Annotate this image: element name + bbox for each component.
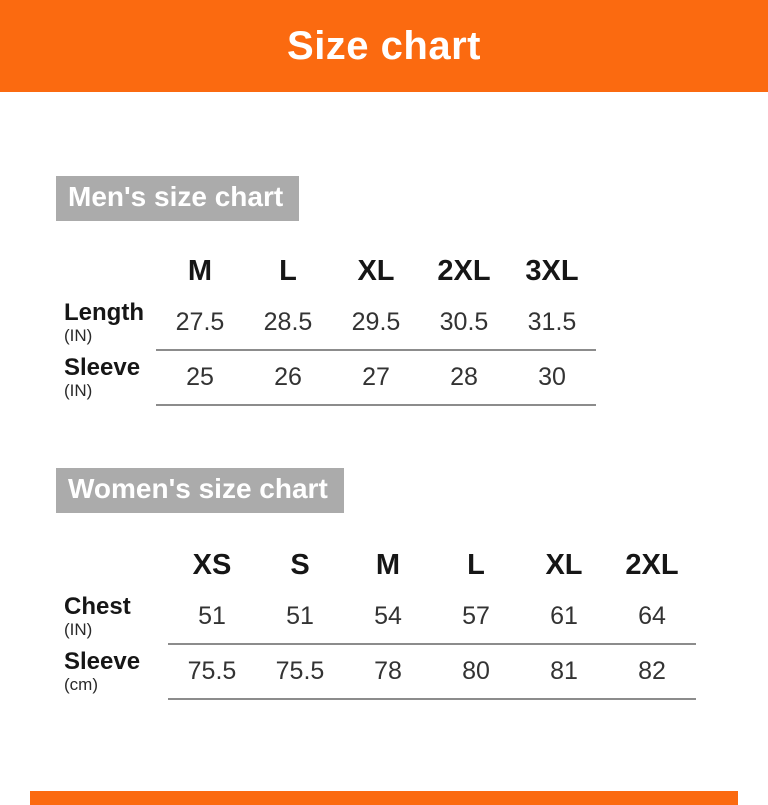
size-value: 61: [520, 589, 608, 646]
size-value: 75.5: [256, 644, 344, 701]
size-value: 31.5: [508, 295, 596, 352]
size-value: 64: [608, 589, 696, 646]
size-value: 51: [256, 589, 344, 646]
measurement-unit: (cm): [64, 675, 98, 695]
size-value: 30.5: [420, 295, 508, 352]
womens-section-heading: Women's size chart: [56, 468, 344, 514]
measurement-unit: (IN): [64, 380, 93, 400]
row-label-cell: Chest (IN): [56, 589, 168, 644]
bottom-accent-bar: [30, 791, 738, 805]
size-value: 25: [156, 350, 244, 407]
size-column-header: XL: [357, 254, 395, 287]
measurement-row: Sleeve (cm) 75.5 75.5 78 80 81 82: [56, 644, 696, 701]
measurement-row: Sleeve (IN) 25 26 27 28 30: [56, 350, 596, 407]
size-value: 81: [520, 644, 608, 701]
size-header-row: M L XL 2XL 3XL: [56, 247, 596, 295]
size-value: 28: [420, 350, 508, 407]
size-value: 80: [432, 644, 520, 701]
measurement-row: Chest (IN) 51 51 54 57 61 64: [56, 589, 696, 646]
size-value: 30: [508, 350, 596, 407]
size-column-header: L: [467, 548, 485, 581]
size-header-row: XS S M L XL 2XL: [56, 541, 696, 589]
row-label-cell: Length (IN): [56, 295, 156, 350]
womens-section: Women's size chart XS S M L XL 2XL Chest (IN) 51…: [56, 468, 768, 701]
mens-section: Men's size chart M L XL 2XL 3XL Length (IN) 27.…: [56, 176, 768, 407]
size-value: 78: [344, 644, 432, 701]
size-column-header: S: [290, 548, 310, 581]
measurement-label: Chest: [64, 592, 131, 620]
size-value: 75.5: [168, 644, 256, 701]
size-value: 27: [332, 350, 420, 407]
corner-cell: [56, 541, 168, 589]
measurement-unit: (IN): [64, 620, 93, 640]
measurement-label: Sleeve: [64, 353, 141, 381]
measurement-label: Sleeve: [64, 647, 141, 675]
womens-size-table: XS S M L XL 2XL Chest (IN) 51 51 54 57 61 64 Sleeve (cm…: [56, 541, 696, 701]
mens-size-table: M L XL 2XL 3XL Length (IN) 27.5 28.5 29.5 30.5 31.5…: [56, 247, 596, 407]
size-value: 26: [244, 350, 332, 407]
measurement-label: Length: [64, 298, 144, 326]
measurement-unit: (IN): [64, 325, 93, 345]
row-label-cell: Sleeve (IN): [56, 350, 156, 405]
size-column-header: L: [279, 254, 297, 287]
size-value: 27.5: [156, 295, 244, 352]
size-column-header: 2XL: [625, 548, 679, 581]
size-value: 82: [608, 644, 696, 701]
mens-section-heading: Men's size chart: [56, 176, 300, 222]
size-column-header: M: [187, 254, 213, 287]
size-value: 29.5: [332, 295, 420, 352]
size-column-header: XL: [545, 548, 583, 581]
size-value: 54: [344, 589, 432, 646]
size-value: 51: [168, 589, 256, 646]
row-label-cell: Sleeve (cm): [56, 644, 168, 699]
size-column-header: M: [375, 548, 401, 581]
size-column-header: 3XL: [525, 254, 579, 287]
header-banner: Size chart: [0, 0, 768, 92]
size-column-header: 2XL: [437, 254, 491, 287]
size-value: 57: [432, 589, 520, 646]
size-column-header: XS: [192, 548, 232, 581]
page-title: Size chart: [287, 23, 481, 68]
measurement-row: Length (IN) 27.5 28.5 29.5 30.5 31.5: [56, 295, 596, 352]
corner-cell: [56, 247, 156, 295]
size-value: 28.5: [244, 295, 332, 352]
